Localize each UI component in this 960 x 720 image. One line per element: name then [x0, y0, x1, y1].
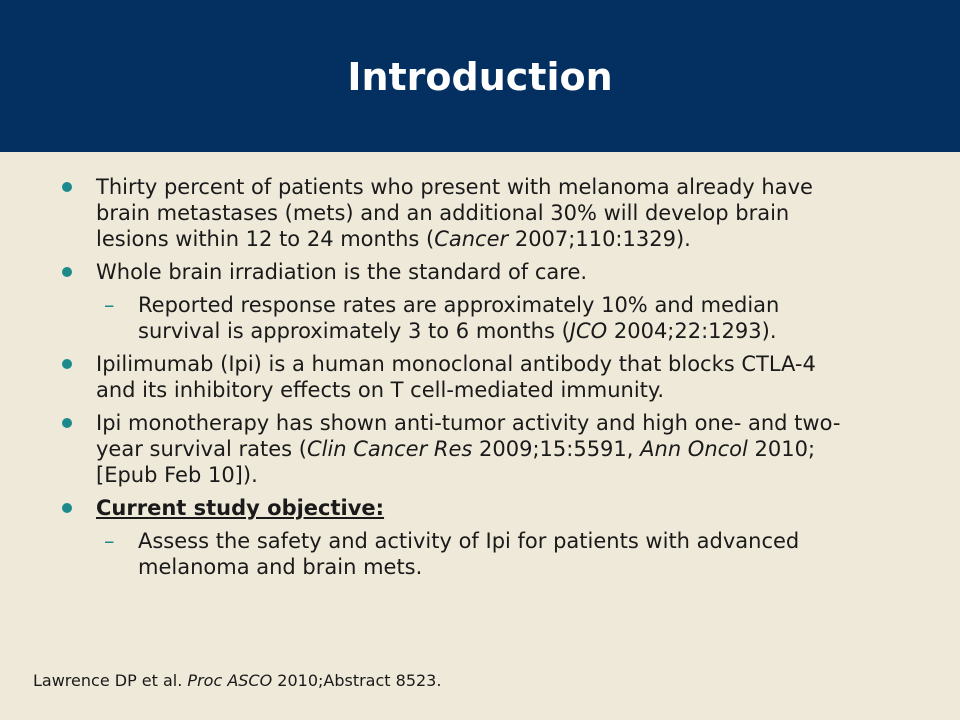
- study-objective-heading: Current study objective:: [96, 496, 385, 520]
- bullet-dot-icon: [62, 418, 72, 428]
- bullet-text: Ipi monotherapy has shown anti-tumor act…: [96, 411, 841, 461]
- journal-name: Ann Oncol: [640, 437, 748, 461]
- subbullet-text: Assess the safety and activity of Ipi fo…: [138, 529, 800, 579]
- bullet-text: 2007;110:1329).: [508, 227, 691, 251]
- bullet-dot-icon: [62, 182, 72, 192]
- bullet-item-ipilimumab: Ipilimumab (Ipi) is a human monoclonal a…: [60, 351, 860, 403]
- bullet-text: Thirty percent of patients who present w…: [96, 175, 813, 251]
- citation-text: Lawrence DP et al.: [33, 671, 188, 690]
- dash-icon: –: [104, 529, 115, 553]
- journal-name: Proc ASCO: [187, 671, 273, 690]
- bullet-dot-icon: [62, 359, 72, 369]
- bullet-item-ipi-monotherapy: Ipi monotherapy has shown anti-tumor act…: [60, 410, 860, 488]
- bullet-list: Thirty percent of patients who present w…: [60, 174, 860, 587]
- subbullet-text: Reported response rates are approximatel…: [138, 293, 780, 343]
- subbullet-item-response-rates: – Reported response rates are approximat…: [60, 292, 860, 344]
- journal-name: JCO: [569, 319, 608, 343]
- bullet-item-study-objective: Current study objective:: [60, 495, 860, 521]
- bullet-text: Ipilimumab (Ipi) is a human monoclonal a…: [96, 352, 816, 402]
- bullet-dot-icon: [62, 503, 72, 513]
- bullet-text: Whole brain irradiation is the standard …: [96, 260, 588, 284]
- title-banner: Introduction: [0, 0, 960, 152]
- bullet-item-brain-mets-incidence: Thirty percent of patients who present w…: [60, 174, 860, 252]
- subbullet-item-objective-detail: – Assess the safety and activity of Ipi …: [60, 528, 860, 580]
- bullet-dot-icon: [62, 267, 72, 277]
- bullet-text: 2010;[Epub Feb 10]).: [96, 437, 816, 487]
- subbullet-text: 2004;22:1293).: [607, 319, 777, 343]
- bullet-item-whole-brain-irradiation: Whole brain irradiation is the standard …: [60, 259, 860, 285]
- dash-icon: –: [104, 293, 115, 317]
- journal-name: Clin Cancer Res: [306, 437, 473, 461]
- slide-title: Introduction: [347, 55, 613, 99]
- journal-name: Cancer: [434, 227, 509, 251]
- bullet-text: 2009;15:5591,: [472, 437, 641, 461]
- citation-footnote: Lawrence DP et al. Proc ASCO 2010;Abstra…: [33, 670, 441, 692]
- citation-text: 2010;Abstract 8523.: [272, 671, 442, 690]
